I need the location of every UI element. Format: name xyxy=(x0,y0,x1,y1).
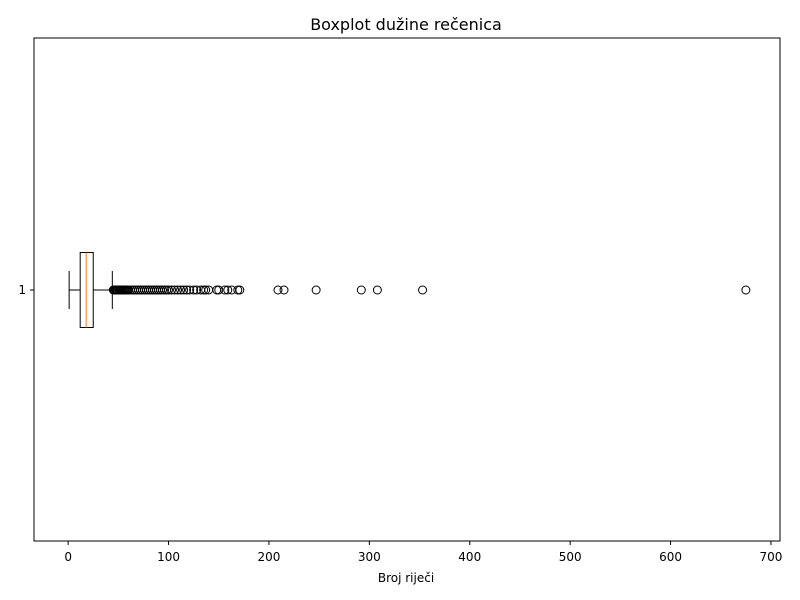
outlier-point xyxy=(223,285,233,295)
outlier-point xyxy=(189,285,199,295)
outlier-point xyxy=(356,285,366,295)
outlier-point xyxy=(167,285,177,295)
box-iqr xyxy=(79,252,94,328)
outlier-point xyxy=(176,285,186,295)
x-axis: 0 100 200 300 400 500 600 700 xyxy=(64,541,782,564)
outlier-point xyxy=(182,285,192,295)
outlier-point xyxy=(212,285,222,295)
outlier-point xyxy=(311,285,321,295)
outlier-point xyxy=(201,285,211,295)
x-tick-label: 600 xyxy=(659,550,682,564)
x-tick-label: 300 xyxy=(358,550,381,564)
outliers xyxy=(108,285,751,295)
outlier-point xyxy=(279,285,289,295)
outlier-point xyxy=(164,285,174,295)
x-tick-label: 700 xyxy=(760,550,783,564)
x-tick-label: 400 xyxy=(458,550,481,564)
y-axis: 1 xyxy=(18,283,34,297)
outlier-point xyxy=(173,285,183,295)
x-tick-label: 200 xyxy=(257,550,280,564)
outlier-point xyxy=(192,285,202,295)
x-tick-label: 0 xyxy=(64,550,72,564)
x-tick-label: 100 xyxy=(157,550,180,564)
outlier-point xyxy=(214,285,224,295)
outlier-point xyxy=(179,285,189,295)
outlier-point xyxy=(235,285,245,295)
x-tick-label: 500 xyxy=(559,550,582,564)
outlier-point xyxy=(418,285,428,295)
x-axis-label: Broj riječi xyxy=(378,571,434,585)
outlier-point xyxy=(220,285,230,295)
chart-title: Boxplot dužine rečenica xyxy=(310,15,502,34)
outlier-point xyxy=(741,285,751,295)
plot-area xyxy=(33,37,781,542)
outlier-point xyxy=(273,285,283,295)
box-group xyxy=(68,252,113,328)
y-tick-label: 1 xyxy=(18,283,26,297)
outlier-point xyxy=(233,285,243,295)
outlier-point xyxy=(372,285,382,295)
outlier-point xyxy=(185,285,195,295)
outlier-point xyxy=(170,285,180,295)
